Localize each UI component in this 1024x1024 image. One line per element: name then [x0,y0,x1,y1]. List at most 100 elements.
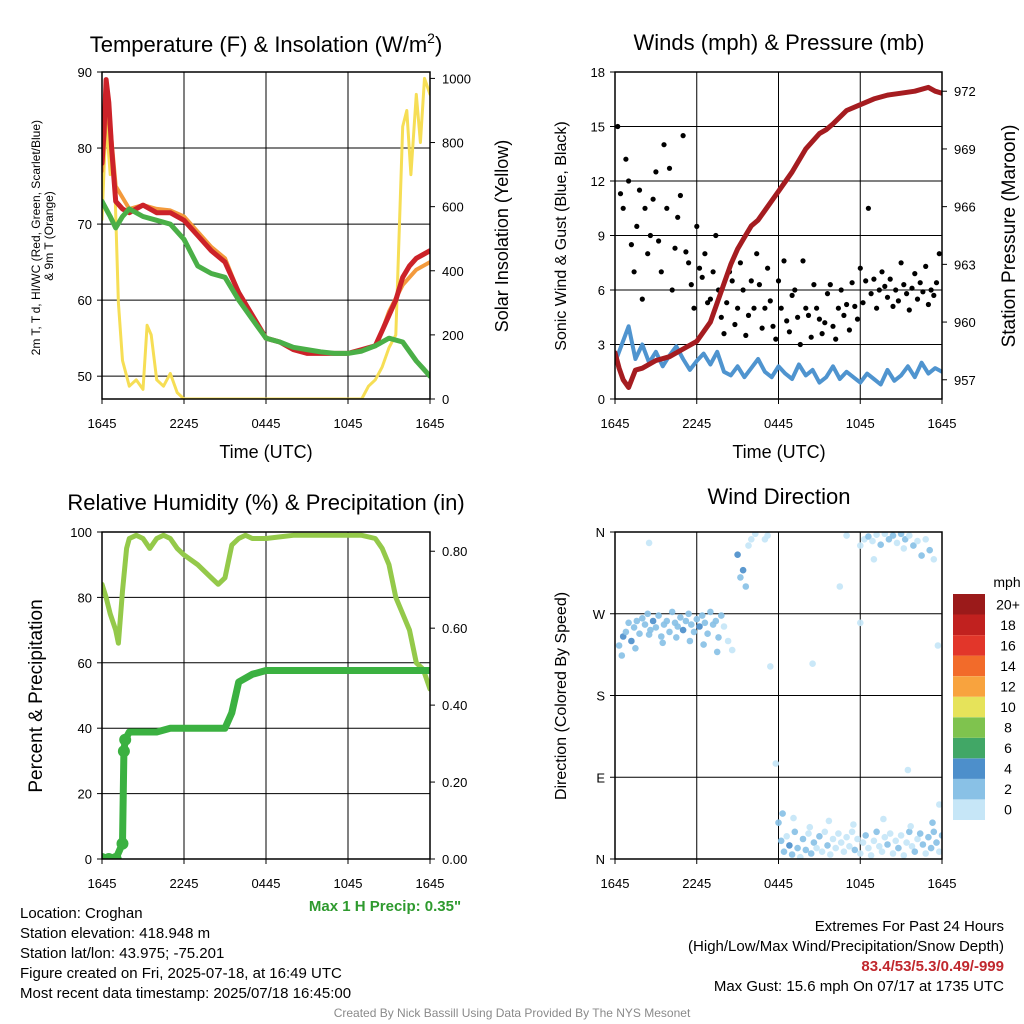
y-tick-label: 100 [70,525,92,540]
gust-point [933,280,940,286]
direction-point [677,614,684,621]
direction-point [745,542,752,549]
direction-point [908,843,916,850]
direction-point [655,612,662,619]
y2-tick-label: 600 [442,200,464,215]
gust-point [639,296,645,302]
direction-point [752,532,759,538]
direction-point [889,532,897,539]
colorbar-label: 14 [1000,658,1016,674]
direction-point [693,615,701,623]
direction-point [615,642,623,649]
direction-point [764,532,771,539]
direction-point [925,833,932,841]
direction-point [934,642,942,649]
colorbar-label: 18 [1000,617,1016,633]
figure-created: Figure created on Fri, 2025-07-18, at 16… [20,965,342,982]
direction-point [720,623,728,630]
extremes-title: Extremes For Past 24 Hours [814,918,1004,935]
direction-point [805,830,812,837]
temperature-x-label: Time (UTC) [219,442,312,462]
direction-point [690,628,698,636]
series-td [102,198,430,379]
colorbar-label: 12 [1000,679,1016,695]
gust-point [732,321,738,328]
y-tick-label: E [596,770,605,785]
direction-point [700,641,707,648]
direction-point [622,628,630,636]
direction-point [618,652,626,659]
gust-point [677,192,684,199]
gust-point [797,341,803,348]
humidity-left-ticks: 0 20 40 60 80 100 [70,525,102,867]
direction-point [886,830,894,837]
direction-point [748,536,755,543]
gust-point [852,303,858,309]
x-tick-label: 1045 [334,876,363,891]
winds-y2-label: Station Pressure (Maroon) [999,125,1020,348]
y2-tick-label: 800 [442,136,464,151]
gust-point [775,278,782,284]
y-tick-label: 60 [78,656,92,671]
gust-point [789,292,795,298]
y2-tick-label: 400 [442,264,464,279]
colorbar-label: 0 [1004,802,1012,818]
y-tick-label: 9 [598,229,605,244]
gust-point [688,282,694,288]
direction-point [794,844,801,852]
direction-point [873,532,880,538]
gust-point [691,305,697,311]
x-tick-label: 0445 [252,876,281,891]
humidity-grid [102,531,430,860]
gust-point [931,292,937,298]
y2-tick-label: 0.80 [442,544,467,559]
gust-point [803,305,809,311]
direction-point [840,848,848,855]
direction-point [897,532,905,538]
series-solar [102,76,430,399]
winds-x-label: Time (UTC) [732,442,825,462]
direction-point [918,552,925,559]
colorbar-label: 10 [1000,699,1016,715]
gust-point [781,258,787,264]
x-tick-label: 1645 [88,416,117,431]
direction-point [772,760,780,767]
x-tick-label: 2245 [682,876,711,891]
gust-point [778,305,784,311]
y2-tick-label: 966 [954,200,976,215]
gust-point [762,305,768,311]
y-tick-label: 12 [591,174,605,189]
direction-point [696,623,703,630]
direction-point [914,835,921,843]
direction-x-ticks: 1645 2245 0445 1045 1645 [601,859,956,891]
winds-left-ticks: 0 3 6 9 12 15 18 [591,65,615,407]
gust-point [835,305,842,311]
gust-point [751,305,757,311]
direction-point [922,850,929,857]
y-tick-label: 0 [85,852,92,867]
gust-point [680,133,686,139]
temperature-title: Temperature (F) & Insolation (W/m2) [90,30,443,57]
x-tick-label: 0445 [764,416,793,431]
direction-point [857,542,864,549]
gust-point [748,278,754,284]
gust-point [893,287,899,293]
x-tick-label: 1645 [601,416,630,431]
gust-point [735,305,741,311]
humidity-y-label: Percent & Precipitation [26,599,47,792]
gust-point [650,196,656,202]
direction-point [698,612,706,619]
gust-point [811,282,817,288]
direction-point [916,830,924,837]
gust-point [636,187,643,193]
direction-point [649,617,657,625]
direction-point [892,837,899,845]
max-precip-label: Max 1 H Precip: 0.35" [309,898,461,915]
direction-point [911,848,919,855]
gust-point [871,276,877,282]
direction-point [816,833,823,840]
direction-series [615,532,942,859]
y2-tick-label: 0.20 [442,775,467,790]
direction-point [897,832,905,839]
colorbar-label: 4 [1004,761,1012,777]
